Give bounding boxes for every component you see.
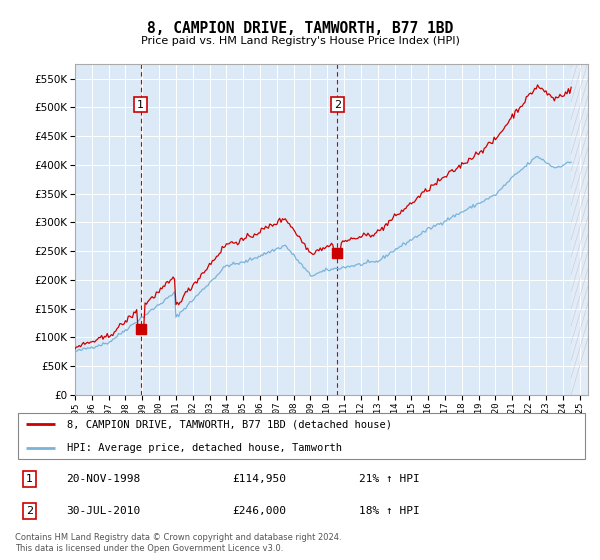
Text: Contains HM Land Registry data © Crown copyright and database right 2024.
This d: Contains HM Land Registry data © Crown c… bbox=[15, 533, 341, 553]
Text: 1: 1 bbox=[26, 474, 33, 484]
Text: 20-NOV-1998: 20-NOV-1998 bbox=[67, 474, 141, 484]
Text: 8, CAMPION DRIVE, TAMWORTH, B77 1BD: 8, CAMPION DRIVE, TAMWORTH, B77 1BD bbox=[147, 21, 453, 36]
Text: 21% ↑ HPI: 21% ↑ HPI bbox=[359, 474, 419, 484]
Text: Price paid vs. HM Land Registry's House Price Index (HPI): Price paid vs. HM Land Registry's House … bbox=[140, 36, 460, 46]
Text: 2: 2 bbox=[26, 506, 33, 516]
Text: 2: 2 bbox=[334, 100, 341, 110]
Text: 30-JUL-2010: 30-JUL-2010 bbox=[67, 506, 141, 516]
Text: £246,000: £246,000 bbox=[233, 506, 287, 516]
Text: HPI: Average price, detached house, Tamworth: HPI: Average price, detached house, Tamw… bbox=[67, 443, 341, 453]
Text: 8, CAMPION DRIVE, TAMWORTH, B77 1BD (detached house): 8, CAMPION DRIVE, TAMWORTH, B77 1BD (det… bbox=[67, 419, 392, 430]
Text: 1: 1 bbox=[137, 100, 144, 110]
FancyBboxPatch shape bbox=[18, 413, 585, 459]
Text: £114,950: £114,950 bbox=[233, 474, 287, 484]
Bar bbox=[571, 64, 588, 395]
Text: 18% ↑ HPI: 18% ↑ HPI bbox=[359, 506, 419, 516]
